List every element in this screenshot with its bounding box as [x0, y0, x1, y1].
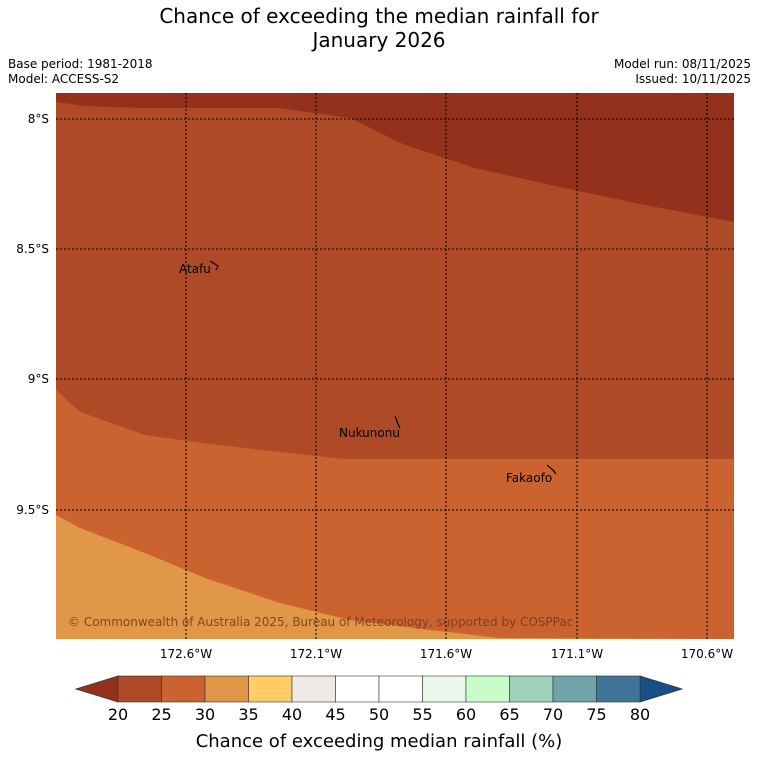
colorbar: 20 25 30 35 40 45 50 55 60 65 70 75 80 Chance of exc…: [74, 675, 684, 752]
lat-label-9s: 9°S: [28, 372, 49, 386]
colorbar-under-arrow: [74, 675, 119, 703]
colorbar-cell-65-70: [509, 675, 554, 703]
lat-label-8-5s: 8.5°S: [16, 242, 49, 256]
lon-label-171-1w: 171.1°W: [551, 647, 603, 661]
place-fakaofo: Fakaofo: [506, 471, 552, 485]
colorbar-tick-50: 50: [369, 705, 389, 724]
meta-right: Model run: 08/11/2025 Issued: 10/11/2025: [614, 57, 751, 87]
model-run: Model run: 08/11/2025: [613, 57, 751, 71]
meta-left: Base period: 1981-2018 Model: ACCESS-S2: [8, 57, 153, 87]
band-15-20: [56, 93, 734, 222]
lon-label-172-1w: 172.1°W: [290, 647, 342, 661]
lat-label-9-5s: 9.5°S: [16, 503, 49, 517]
colorbar-cell-70-75: [552, 675, 597, 703]
base-period: Base period: 1981-2018: [8, 57, 153, 71]
colorbar-cell-45-50: [335, 675, 380, 703]
colorbar-tick-65: 65: [499, 705, 519, 724]
colorbar-tick-35: 35: [238, 705, 258, 724]
lon-labels: 172.6°W 172.1°W 171.6°W 171.1°W 170.6°W: [160, 647, 733, 661]
title-line-2: January 2026: [312, 28, 446, 52]
map-title: Chance of exceeding the median rainfall …: [0, 4, 758, 52]
colorbar-cell-50-55: [378, 675, 423, 703]
colorbar-tick-30: 30: [195, 705, 215, 724]
place-nukunonu: Nukunonu: [339, 426, 400, 440]
colorbar-cell-35-40: [248, 675, 293, 703]
colorbar-ticks: 20 25 30 35 40 45 50 55 60 65 70 75 80: [108, 705, 650, 724]
nukunonu-atoll-shape: [394, 415, 401, 429]
place-atafu: Atafu: [179, 262, 211, 276]
colorbar-tick-55: 55: [412, 705, 432, 724]
issued-date: Issued: 10/11/2025: [635, 72, 751, 86]
colorbar-over-arrow: [639, 675, 684, 703]
colorbar-cell-75-80: [596, 675, 641, 703]
title-line-1: Chance of exceeding the median rainfall …: [159, 4, 599, 28]
lon-label-171-6w: 171.6°W: [420, 647, 472, 661]
colorbar-tick-70: 70: [543, 705, 563, 724]
lon-label-170-6w: 170.6°W: [681, 647, 733, 661]
colorbar-tick-40: 40: [282, 705, 302, 724]
colorbar-cell-55-60: [422, 675, 467, 703]
colorbar-tick-25: 25: [151, 705, 171, 724]
fakaofo-atoll-shape: [546, 464, 557, 475]
colorbar-tick-20: 20: [108, 705, 128, 724]
colorbar-cell-60-65: [465, 675, 510, 703]
colorbar-cell-30-35: [204, 675, 249, 703]
lat-labels: 8°S 8.5°S 9°S 9.5°S: [16, 112, 49, 517]
lat-label-8s: 8°S: [28, 112, 49, 126]
colorbar-cell-40-45: [291, 675, 336, 703]
map-area: Atafu Nukunonu Fakaofo © Commonwealth of…: [56, 93, 734, 639]
model-name: Model: ACCESS-S2: [8, 72, 120, 86]
colorbar-tick-75: 75: [586, 705, 606, 724]
colorbar-cells: [117, 675, 641, 703]
colorbar-cell-20-25: [117, 675, 162, 703]
colorbar-tick-80: 80: [630, 705, 650, 724]
colorbar-cell-25-30: [161, 675, 206, 703]
colorbar-tick-60: 60: [456, 705, 476, 724]
graticule: [56, 93, 734, 639]
copyright-watermark: © Commonwealth of Australia 2025, Bureau…: [68, 615, 573, 629]
colorbar-label: Chance of exceeding median rainfall (%): [196, 731, 563, 752]
atafu-atoll-shape: [209, 260, 219, 271]
lon-label-172-6w: 172.6°W: [160, 647, 212, 661]
colorbar-tick-45: 45: [325, 705, 345, 724]
